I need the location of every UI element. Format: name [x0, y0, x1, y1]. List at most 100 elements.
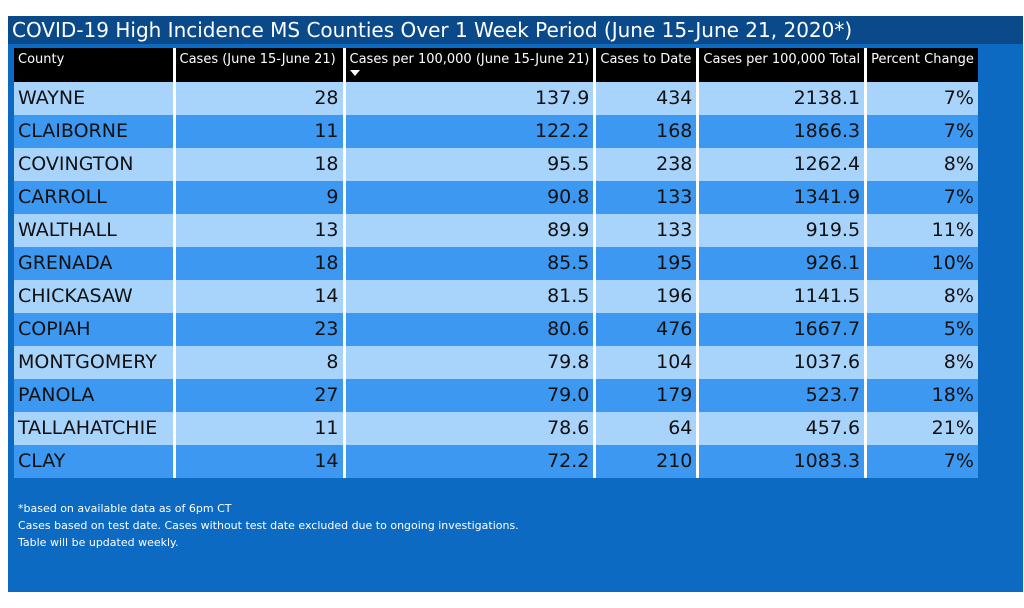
- weekly-cases-cell: 11: [174, 115, 346, 148]
- cases-per-100k-total-cell: 2138.1: [697, 82, 868, 115]
- table-row[interactable]: CARROLL 9 90.8 133 1341.9 7%: [14, 181, 978, 214]
- percent-change-cell: 8%: [865, 148, 978, 181]
- footnote-test-date: Cases based on test date. Cases without …: [18, 519, 519, 532]
- weekly-cases-per-100k-cell: 122.2: [344, 115, 597, 148]
- cases-to-date-cell: 104: [594, 346, 700, 379]
- percent-change-cell: 7%: [865, 115, 978, 148]
- weekly-cases-cell: 18: [174, 247, 346, 280]
- cases-to-date-cell: 179: [594, 379, 700, 412]
- weekly-cases-per-100k-cell: 79.8: [344, 346, 597, 379]
- weekly-cases-per-100k-cell: 78.6: [344, 412, 597, 445]
- cases-to-date-cell: 168: [594, 115, 700, 148]
- county-cell: CARROLL: [14, 181, 176, 214]
- percent-change-cell: 7%: [865, 181, 978, 214]
- column-header-county[interactable]: County: [14, 48, 176, 82]
- table-row[interactable]: PANOLA 27 79.0 179 523.7 18%: [14, 379, 978, 412]
- percent-change-cell: 11%: [865, 214, 978, 247]
- cases-per-100k-total-cell: 1341.9: [697, 181, 868, 214]
- footnote-data-asof: *based on available data as of 6pm CT: [18, 502, 232, 515]
- sort-descending-icon: [349, 70, 360, 76]
- title-bar: COVID-19 High Incidence MS Counties Over…: [8, 16, 1023, 44]
- weekly-cases-cell: 18: [174, 148, 346, 181]
- weekly-cases-per-100k-cell: 79.0: [344, 379, 597, 412]
- cases-to-date-cell: 133: [594, 181, 700, 214]
- table-row[interactable]: COPIAH 23 80.6 476 1667.7 5%: [14, 313, 978, 346]
- weekly-cases-per-100k-cell: 81.5: [344, 280, 597, 313]
- weekly-cases-cell: 27: [174, 379, 346, 412]
- county-cell: COPIAH: [14, 313, 176, 346]
- cases-to-date-cell: 434: [594, 82, 700, 115]
- percent-change-cell: 21%: [865, 412, 978, 445]
- county-incidence-table: County Cases (June 15-June 21) Cases per…: [14, 48, 978, 478]
- weekly-cases-per-100k-cell: 89.9: [344, 214, 597, 247]
- footnotes: *based on available data as of 6pm CT Ca…: [18, 500, 519, 551]
- column-header-cases-per-100k-total[interactable]: Cases per 100,000 Total: [697, 48, 868, 82]
- weekly-cases-cell: 28: [174, 82, 346, 115]
- weekly-cases-cell: 13: [174, 214, 346, 247]
- table-row[interactable]: MONTGOMERY 8 79.8 104 1037.6 8%: [14, 346, 978, 379]
- cases-per-100k-total-cell: 457.6: [697, 412, 868, 445]
- percent-change-cell: 18%: [865, 379, 978, 412]
- cases-per-100k-total-cell: 523.7: [697, 379, 868, 412]
- column-header-weekly-cases-per-100k[interactable]: Cases per 100,000 (June 15-June 21): [344, 48, 597, 82]
- weekly-cases-cell: 9: [174, 181, 346, 214]
- column-header-weekly-cases[interactable]: Cases (June 15-June 21): [174, 48, 346, 82]
- weekly-cases-per-100k-cell: 72.2: [344, 445, 597, 478]
- cases-per-100k-total-cell: 1667.7: [697, 313, 868, 346]
- cases-per-100k-total-cell: 1866.3: [697, 115, 868, 148]
- weekly-cases-cell: 11: [174, 412, 346, 445]
- cases-to-date-cell: 196: [594, 280, 700, 313]
- county-cell: CLAIBORNE: [14, 115, 176, 148]
- table-row[interactable]: GRENADA 18 85.5 195 926.1 10%: [14, 247, 978, 280]
- county-cell: MONTGOMERY: [14, 346, 176, 379]
- county-cell: COVINGTON: [14, 148, 176, 181]
- county-cell: CLAY: [14, 445, 176, 478]
- table-row[interactable]: WALTHALL 13 89.9 133 919.5 11%: [14, 214, 978, 247]
- weekly-cases-cell: 14: [174, 445, 346, 478]
- cases-per-100k-total-cell: 1262.4: [697, 148, 868, 181]
- cases-to-date-cell: 64: [594, 412, 700, 445]
- weekly-cases-per-100k-cell: 90.8: [344, 181, 597, 214]
- weekly-cases-cell: 23: [174, 313, 346, 346]
- column-header-cases-to-date[interactable]: Cases to Date: [594, 48, 700, 82]
- percent-change-cell: 7%: [865, 445, 978, 478]
- weekly-cases-per-100k-cell: 95.5: [344, 148, 597, 181]
- county-cell: TALLAHATCHIE: [14, 412, 176, 445]
- table-body: WAYNE 28 137.9 434 2138.1 7% CLAIBORNE 11 122.2 1…: [14, 82, 978, 478]
- page-title: COVID-19 High Incidence MS Counties Over…: [12, 18, 853, 42]
- percent-change-cell: 10%: [865, 247, 978, 280]
- column-header-percent-change[interactable]: Percent Change: [865, 48, 978, 82]
- weekly-cases-per-100k-cell: 80.6: [344, 313, 597, 346]
- table-row[interactable]: TALLAHATCHIE 11 78.6 64 457.6 21%: [14, 412, 978, 445]
- percent-change-cell: 8%: [865, 346, 978, 379]
- footnote-update-frequency: Table will be updated weekly.: [18, 536, 179, 549]
- table-row[interactable]: WAYNE 28 137.9 434 2138.1 7%: [14, 82, 978, 115]
- cases-to-date-cell: 238: [594, 148, 700, 181]
- cases-to-date-cell: 133: [594, 214, 700, 247]
- county-cell: CHICKASAW: [14, 280, 176, 313]
- percent-change-cell: 5%: [865, 313, 978, 346]
- county-cell: GRENADA: [14, 247, 176, 280]
- weekly-cases-per-100k-cell: 85.5: [344, 247, 597, 280]
- percent-change-cell: 8%: [865, 280, 978, 313]
- weekly-cases-per-100k-cell: 137.9: [344, 82, 597, 115]
- cases-to-date-cell: 195: [594, 247, 700, 280]
- cases-to-date-cell: 210: [594, 445, 700, 478]
- cases-per-100k-total-cell: 1083.3: [697, 445, 868, 478]
- weekly-cases-cell: 8: [174, 346, 346, 379]
- percent-change-cell: 7%: [865, 82, 978, 115]
- cases-per-100k-total-cell: 926.1: [697, 247, 868, 280]
- cases-per-100k-total-cell: 1037.6: [697, 346, 868, 379]
- county-cell: WALTHALL: [14, 214, 176, 247]
- table-row[interactable]: CHICKASAW 14 81.5 196 1141.5 8%: [14, 280, 978, 313]
- table-header-row: County Cases (June 15-June 21) Cases per…: [14, 48, 978, 82]
- cases-per-100k-total-cell: 919.5: [697, 214, 868, 247]
- cases-per-100k-total-cell: 1141.5: [697, 280, 868, 313]
- county-cell: WAYNE: [14, 82, 176, 115]
- table-row[interactable]: CLAIBORNE 11 122.2 168 1866.3 7%: [14, 115, 978, 148]
- table-row[interactable]: COVINGTON 18 95.5 238 1262.4 8%: [14, 148, 978, 181]
- table-row[interactable]: CLAY 14 72.2 210 1083.3 7%: [14, 445, 978, 478]
- dashboard-panel: COVID-19 High Incidence MS Counties Over…: [8, 16, 1023, 592]
- cases-to-date-cell: 476: [594, 313, 700, 346]
- weekly-cases-cell: 14: [174, 280, 346, 313]
